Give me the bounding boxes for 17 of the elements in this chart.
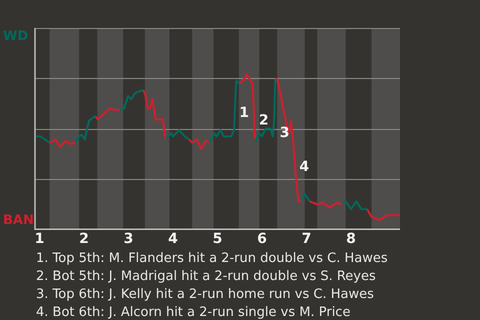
text: 1. Top 5th: M. Flanders hit a 2-run double vs C. Hawes bbox=[36, 250, 389, 268]
x-tick-label: 2 bbox=[79, 231, 89, 248]
text: 3. Top 6th: J. Kelly hit a 2-run home run vs C. Hawes bbox=[36, 286, 375, 304]
x-tick-label: 5 bbox=[212, 231, 222, 248]
text: BAN bbox=[3, 213, 34, 228]
x-tick-label: 3 bbox=[124, 231, 134, 248]
text: 4. Bot 6th: J. Alcorn hit a 2-run single vs M. Price bbox=[36, 304, 352, 320]
x-tick-label: 7 bbox=[302, 231, 312, 248]
annotation: 2 bbox=[258, 112, 269, 128]
x-tick-label: 8 bbox=[346, 231, 356, 248]
text: 2. Bot 5th: J. Madrigal hit a 2-run double vs S. Reyes bbox=[36, 268, 377, 286]
x-tick-label: 4 bbox=[168, 231, 178, 248]
annotation: 4 bbox=[299, 158, 310, 175]
annotation: 3 bbox=[280, 124, 290, 141]
annotation: 1 bbox=[239, 104, 250, 121]
x-tick-label: 1 bbox=[34, 231, 44, 248]
x-tick-label: 6 bbox=[257, 231, 267, 248]
